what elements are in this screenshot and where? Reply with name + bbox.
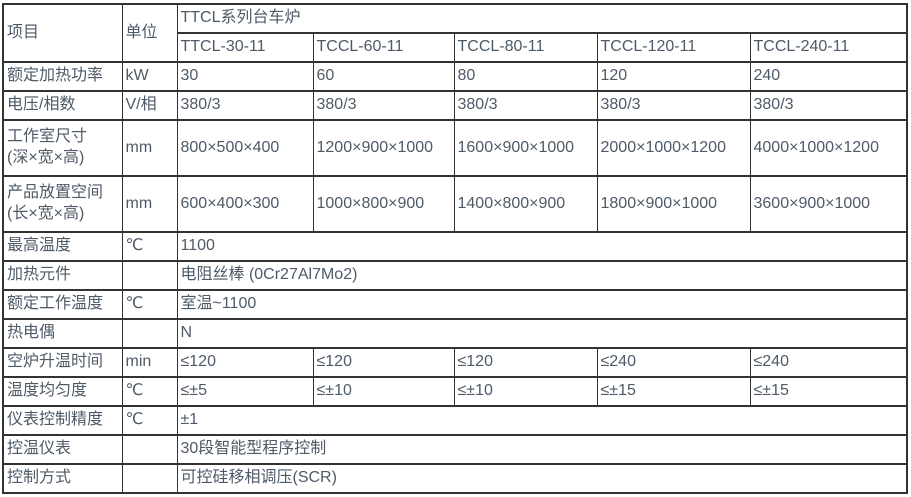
unit-cell: ℃ bbox=[121, 405, 178, 436]
model-header-cell: TTCL-30-11 bbox=[176, 32, 314, 63]
unit-cell: ℃ bbox=[121, 231, 178, 262]
item-cell: 温度均匀度 bbox=[2, 376, 123, 407]
item-cell: 加热元件 bbox=[2, 260, 123, 291]
value-cell: 380/3 bbox=[749, 90, 908, 121]
value-cell: ≤120 bbox=[176, 347, 314, 378]
unit-cell bbox=[121, 434, 178, 465]
value-cell: 600×400×300 bbox=[176, 175, 314, 233]
header-row-models: TTCL-30-11 TCCL-60-11 TCCL-80-11 TCCL-12… bbox=[3, 32, 908, 63]
item-label: 产品放置空间 bbox=[7, 184, 104, 202]
model-header-cell: TCCL-240-11 bbox=[749, 32, 908, 63]
unit-cell bbox=[121, 463, 178, 494]
unit-cell bbox=[121, 318, 178, 349]
item-sublabel: (深×宽×高) bbox=[7, 149, 85, 166]
spec-row-chamber-size: 工作室尺寸 (深×宽×高) mm 800×500×400 1200×900×10… bbox=[2, 119, 908, 177]
value-cell: 120 bbox=[596, 61, 751, 92]
spec-row-control-method: 控制方式 可控硅移相调压(SCR) bbox=[2, 463, 908, 494]
item-cell: 控温仪表 bbox=[2, 434, 123, 465]
item-sublabel: (长×宽×高) bbox=[7, 205, 85, 222]
unit-cell: V/相 bbox=[121, 90, 178, 121]
value-cell: ≤±15 bbox=[749, 376, 908, 407]
value-cell-span: 电阻丝棒 (0Cr27Al7Mo2) bbox=[176, 260, 908, 291]
spec-row-empty-furnace-heatup-time: 空炉升温时间 min ≤120 ≤120 ≤120 ≤240 ≤240 bbox=[2, 347, 908, 378]
value-cell: 3600×900×1000 bbox=[749, 175, 908, 233]
item-cell: 电压/相数 bbox=[2, 90, 123, 121]
spec-row-rated-power: 额定加热功率 kW 30 60 80 120 240 bbox=[2, 61, 908, 92]
item-cell: 工作室尺寸 (深×宽×高) bbox=[2, 119, 123, 177]
header-item-cell: 项目 bbox=[2, 3, 123, 63]
header-row-series: 项目 单位 TTCL系列台车炉 bbox=[2, 3, 908, 63]
value-cell: 1200×900×1000 bbox=[312, 119, 455, 177]
item-cell: 最高温度 bbox=[2, 231, 123, 262]
spec-row-thermocouple: 热电偶 N bbox=[2, 318, 908, 349]
value-cell-span: 30段智能型程序控制 bbox=[176, 434, 908, 465]
value-cell-span: 室温~1100 bbox=[176, 289, 908, 320]
value-cell-span: N bbox=[176, 318, 908, 349]
value-cell: 1400×800×900 bbox=[453, 175, 598, 233]
unit-cell: ℃ bbox=[121, 289, 178, 320]
series-title-cell: TTCL系列台车炉 bbox=[176, 3, 908, 34]
value-cell: 1800×900×1000 bbox=[596, 175, 751, 233]
value-cell: 380/3 bbox=[312, 90, 455, 121]
item-cell: 仪表控制精度 bbox=[2, 405, 123, 436]
model-header-cell: TCCL-80-11 bbox=[453, 32, 598, 63]
value-cell: ≤±5 bbox=[176, 376, 314, 407]
header-unit-cell: 单位 bbox=[121, 3, 178, 63]
unit-cell: mm bbox=[121, 175, 178, 233]
spec-row-product-space: 产品放置空间 (长×宽×高) mm 600×400×300 1000×800×9… bbox=[2, 175, 908, 233]
item-cell: 额定工作温度 bbox=[2, 289, 123, 320]
spec-row-temperature-uniformity: 温度均匀度 ℃ ≤±5 ≤±10 ≤±10 ≤±15 ≤±15 bbox=[2, 376, 908, 407]
value-cell: 80 bbox=[453, 61, 598, 92]
item-cell: 空炉升温时间 bbox=[2, 347, 123, 378]
item-cell: 额定加热功率 bbox=[2, 61, 123, 92]
unit-cell bbox=[121, 260, 178, 291]
item-cell: 产品放置空间 (长×宽×高) bbox=[2, 175, 123, 233]
value-cell: 380/3 bbox=[453, 90, 598, 121]
value-cell: ≤120 bbox=[312, 347, 455, 378]
unit-cell: mm bbox=[121, 119, 178, 177]
value-cell: 1600×900×1000 bbox=[453, 119, 598, 177]
furnace-spec-table: 项目 单位 TTCL系列台车炉 TTCL-30-11 TCCL-60-11 TC… bbox=[2, 3, 909, 494]
value-cell-span: 可控硅移相调压(SCR) bbox=[176, 463, 908, 494]
value-cell: 30 bbox=[176, 61, 314, 92]
value-cell: 380/3 bbox=[176, 90, 314, 121]
value-cell: 1000×800×900 bbox=[312, 175, 455, 233]
value-cell: 2000×1000×1200 bbox=[596, 119, 751, 177]
value-cell: ≤±15 bbox=[596, 376, 751, 407]
spec-row-rated-working-temperature: 额定工作温度 ℃ 室温~1100 bbox=[2, 289, 908, 320]
spec-row-heating-element: 加热元件 电阻丝棒 (0Cr27Al7Mo2) bbox=[2, 260, 908, 291]
item-label: 工作室尺寸 bbox=[7, 128, 88, 146]
value-cell: ≤±10 bbox=[453, 376, 598, 407]
spec-row-voltage-phase: 电压/相数 V/相 380/3 380/3 380/3 380/3 380/3 bbox=[2, 90, 908, 121]
model-header-cell: TCCL-120-11 bbox=[596, 32, 751, 63]
unit-cell: min bbox=[121, 347, 178, 378]
value-cell: 240 bbox=[749, 61, 908, 92]
value-cell: 60 bbox=[312, 61, 455, 92]
unit-cell: ℃ bbox=[121, 376, 178, 407]
spec-row-max-temperature: 最高温度 ℃ 1100 bbox=[2, 231, 908, 262]
item-cell: 控制方式 bbox=[2, 463, 123, 494]
spec-row-temperature-control-instrument: 控温仪表 30段智能型程序控制 bbox=[2, 434, 908, 465]
value-cell: ≤240 bbox=[596, 347, 751, 378]
value-cell: 380/3 bbox=[596, 90, 751, 121]
value-cell: 800×500×400 bbox=[176, 119, 314, 177]
value-cell-span: 1100 bbox=[176, 231, 908, 262]
item-cell: 热电偶 bbox=[2, 318, 123, 349]
value-cell: 4000×1000×1200 bbox=[749, 119, 908, 177]
model-header-cell: TCCL-60-11 bbox=[312, 32, 455, 63]
spec-row-instrument-control-accuracy: 仪表控制精度 ℃ ±1 bbox=[2, 405, 908, 436]
value-cell-span: ±1 bbox=[176, 405, 908, 436]
unit-cell: kW bbox=[121, 61, 178, 92]
value-cell: ≤±10 bbox=[312, 376, 455, 407]
value-cell: ≤240 bbox=[749, 347, 908, 378]
value-cell: ≤120 bbox=[453, 347, 598, 378]
